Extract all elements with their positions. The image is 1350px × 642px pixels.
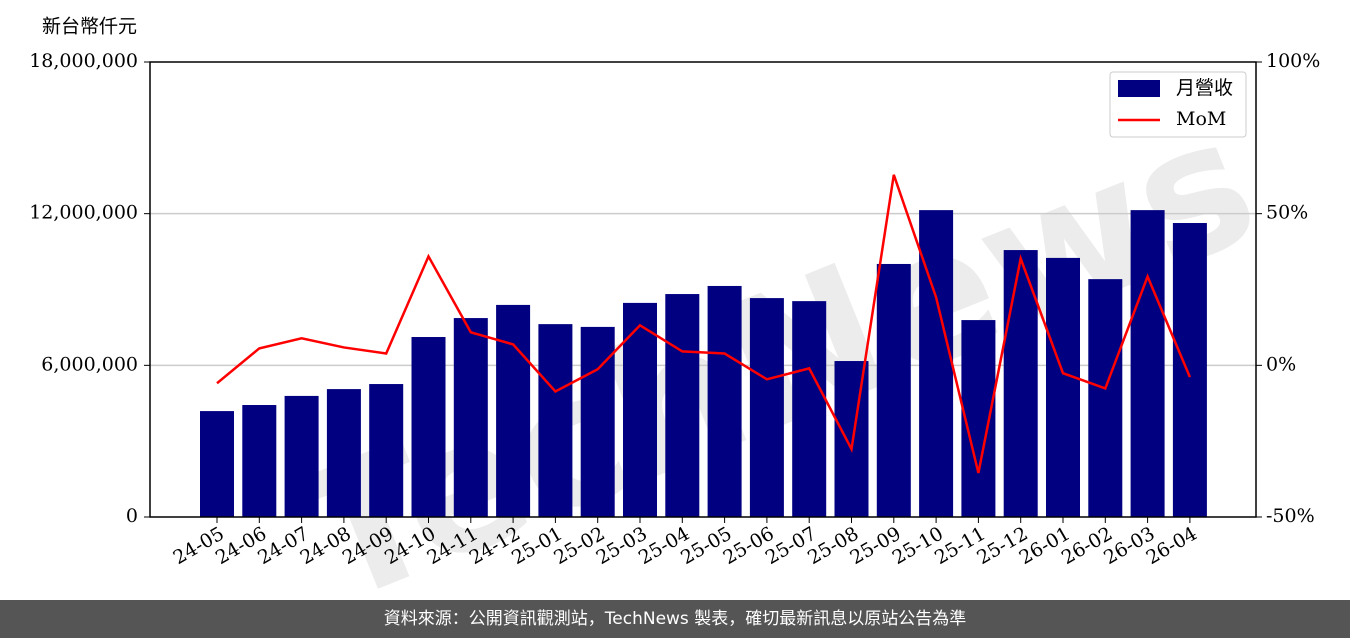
y2-tick-label: 50%	[1266, 202, 1308, 224]
plot-frame	[149, 61, 1257, 518]
y2-tick-label: 100%	[1266, 50, 1320, 72]
bar	[749, 298, 784, 517]
y-tick-label: 18,000,000	[29, 50, 138, 72]
bar	[1130, 210, 1165, 517]
bar	[200, 411, 234, 517]
bar	[834, 361, 869, 517]
bar	[326, 389, 361, 517]
line	[216, 174, 1192, 474]
y2-tick-label: -50%	[1266, 505, 1315, 527]
y-axis-label: 新台幣仟元	[42, 16, 137, 38]
bar	[919, 210, 954, 517]
legend-label: 月營收	[1176, 77, 1233, 99]
bar	[792, 301, 827, 517]
footer: 資料來源：公開資訊觀測站，TechNews 製表，確切最新訊息以原站公告為準	[384, 609, 966, 629]
bar	[665, 294, 700, 517]
bar	[1046, 257, 1080, 517]
bar	[707, 285, 742, 517]
footer-bar	[0, 600, 1350, 638]
y-tick-label: 6,000,000	[41, 353, 138, 375]
bar	[623, 302, 657, 517]
legend-label: MoM	[1176, 108, 1226, 130]
bar	[242, 405, 277, 517]
bar	[1003, 250, 1038, 518]
bar	[538, 324, 573, 517]
bar	[876, 263, 911, 517]
bar	[496, 304, 531, 517]
bar	[453, 318, 488, 517]
bar	[369, 384, 404, 517]
y-tick-label: 0	[126, 505, 138, 527]
bar	[284, 395, 319, 517]
bar	[411, 337, 446, 517]
bar	[1088, 279, 1123, 517]
y-tick-label: 12,000,000	[29, 202, 138, 224]
bar	[1172, 223, 1207, 517]
y2-tick-label: 0%	[1266, 353, 1296, 375]
legend-swatch	[1118, 80, 1160, 97]
